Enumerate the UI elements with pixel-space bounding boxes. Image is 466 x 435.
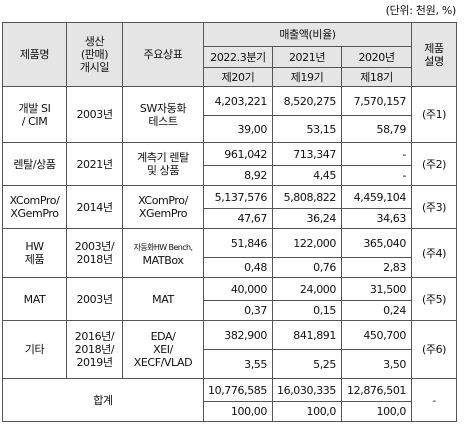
header-term-20: 제20기 bbox=[203, 67, 273, 87]
header-main-products: 주요상표 bbox=[122, 22, 204, 87]
sales-value: 5,808,822 bbox=[272, 185, 342, 209]
ratio-value: 36,24 bbox=[272, 208, 342, 229]
note-ref: (주6) bbox=[411, 320, 458, 379]
sales-value: 713,347 bbox=[272, 142, 342, 166]
main-product: EDA/XEI/XECF/VLAD bbox=[122, 320, 204, 379]
sales-value: 450,700 bbox=[340, 320, 413, 350]
main-product: SW자동화 테스트 bbox=[122, 86, 204, 143]
ratio-value: 2,83 bbox=[340, 257, 413, 278]
table-row: 기타 2016년/2018년/2019년 EDA/XEI/XECF/VLAD 3… bbox=[2, 320, 458, 379]
ratio-value: 0,15 bbox=[272, 300, 342, 321]
header-term-18: 제18기 bbox=[340, 67, 413, 87]
sales-value: 4,459,104 bbox=[340, 185, 413, 209]
ratio-value: 53,15 bbox=[272, 115, 342, 143]
sales-value: 24,000 bbox=[272, 277, 342, 301]
sales-by-product-table: 제품명 생산 (판매) 개시일 주요상표 매출액(비율) 제품 설명 2022.3분기… bbox=[2, 22, 458, 422]
ratio-value: 5,25 bbox=[272, 349, 342, 379]
note-ref: (주5) bbox=[411, 277, 458, 321]
header-product: 제품명 bbox=[2, 22, 67, 87]
header-row: 제품명 생산 (판매) 개시일 주요상표 매출액(비율) 제품 설명 bbox=[2, 22, 458, 87]
note-ref: (주1) bbox=[411, 86, 458, 143]
table-row: XComPro/XGemPro 2014년 XComPro/XGemPro 5,… bbox=[2, 185, 458, 229]
ratio-value: 4,45 bbox=[272, 165, 342, 186]
product-name: XComPro/XGemPro bbox=[2, 185, 67, 229]
total-note: - bbox=[411, 378, 458, 422]
sales-value: 51,846 bbox=[203, 228, 273, 258]
header-period-2022: 2022.3분기 bbox=[203, 46, 273, 68]
ratio-value: 0,24 bbox=[340, 300, 413, 321]
header-desc: 제품 설명 bbox=[411, 22, 458, 87]
launch-date: 2016년/2018년/2019년 bbox=[66, 320, 123, 379]
sales-value: 31,500 bbox=[340, 277, 413, 301]
header-period-2020: 2020년 bbox=[340, 46, 413, 68]
sales-value: 40,000 bbox=[203, 277, 273, 301]
table-row: 렌탈/상품 2021년 계측기 렌탈 및 상품 961,042 713,347 -… bbox=[2, 142, 458, 186]
header-period-row: 2022.3분기 2021년 2020년 bbox=[3, 46, 457, 68]
note-ref: (주4) bbox=[411, 228, 458, 278]
launch-date: 2003년 bbox=[66, 277, 123, 321]
note-ref: (주2) bbox=[411, 142, 458, 186]
header-launch: 생산 (판매) 개시일 bbox=[66, 22, 123, 87]
sales-value: 365,040 bbox=[340, 228, 413, 258]
sales-value: 8,520,275 bbox=[272, 86, 342, 116]
sales-value: 7,570,157 bbox=[340, 86, 413, 116]
product-name: 개발 SI / CIM bbox=[2, 86, 67, 143]
main-product: MAT bbox=[122, 277, 204, 321]
total-sales-value: 12,876,501 bbox=[340, 378, 413, 402]
ratio-value: 39,00 bbox=[203, 115, 273, 143]
total-sales-value: 10,776,585 bbox=[203, 378, 273, 402]
table-row: 47,67 36,24 34,63 bbox=[3, 208, 457, 229]
launch-date: 2021년 bbox=[66, 142, 123, 186]
product-name: 렌탈/상품 bbox=[2, 142, 67, 186]
main-product: 계측기 렌탈 및 상품 bbox=[122, 142, 204, 186]
total-sales-value: 16,030,335 bbox=[272, 378, 342, 402]
launch-date: 2003년/2018년 bbox=[66, 228, 123, 278]
sales-value: 382,900 bbox=[203, 320, 273, 350]
product-name: HW 제품 bbox=[2, 228, 67, 278]
ratio-value: 47,67 bbox=[203, 208, 273, 229]
main-product: 자동화HW Bench, MATBox bbox=[122, 228, 204, 278]
ratio-value: 8,92 bbox=[203, 165, 273, 186]
table-row: MAT 2003년 MAT 40,000 24,000 31,500 (주5) bbox=[2, 277, 458, 321]
product-name: MAT bbox=[2, 277, 67, 321]
header-period-2021: 2021년 bbox=[272, 46, 342, 68]
table-row: 개발 SI / CIM 2003년 SW자동화 테스트 4,203,221 8,52… bbox=[2, 86, 458, 143]
total-ratio-value: 100,0 bbox=[340, 401, 413, 422]
table-row: HW 제품 2003년/2018년 자동화HW Bench, MATBox 51,8… bbox=[2, 228, 458, 278]
ratio-value: 3,55 bbox=[203, 349, 273, 379]
sales-value: - bbox=[340, 142, 413, 166]
product-name: 기타 bbox=[2, 320, 67, 379]
launch-date: 2014년 bbox=[66, 185, 123, 229]
ratio-value: 0,48 bbox=[203, 257, 273, 278]
total-ratio-value: 100,0 bbox=[272, 401, 342, 422]
sales-value: 4,203,221 bbox=[203, 86, 273, 116]
sales-value: 841,891 bbox=[272, 320, 342, 350]
total-label: 합계 bbox=[2, 378, 204, 422]
ratio-value: 34,63 bbox=[340, 208, 413, 229]
sales-value: 122,000 bbox=[272, 228, 342, 258]
ratio-value: 0,37 bbox=[203, 300, 273, 321]
note-ref: (주3) bbox=[411, 185, 458, 229]
total-ratio-value: 100,00 bbox=[203, 401, 273, 422]
sales-value: 5,137,576 bbox=[203, 185, 273, 209]
total-row: 합계 10,776,585 16,030,335 12,876,501 - bbox=[2, 378, 458, 422]
main-product: XComPro/XGemPro bbox=[122, 185, 204, 229]
ratio-value: - bbox=[340, 165, 413, 186]
header-sales: 매출액(비율) bbox=[202, 22, 413, 47]
table-row: 0,37 0,15 0,24 bbox=[3, 300, 457, 321]
table-row: 8,92 4,45 - bbox=[3, 165, 457, 186]
unit-note: (단위: 천원, %) bbox=[385, 4, 457, 17]
ratio-value: 58,79 bbox=[340, 115, 413, 143]
ratio-value: 3,50 bbox=[340, 349, 413, 379]
total-row: 100,00 100,0 100,0 bbox=[3, 401, 457, 422]
ratio-value: 0,76 bbox=[272, 257, 342, 278]
header-term-19: 제19기 bbox=[272, 67, 342, 87]
sales-value: 961,042 bbox=[203, 142, 273, 166]
launch-date: 2003년 bbox=[66, 86, 123, 143]
header-term-row: 제20기 제19기 제18기 bbox=[3, 67, 457, 87]
